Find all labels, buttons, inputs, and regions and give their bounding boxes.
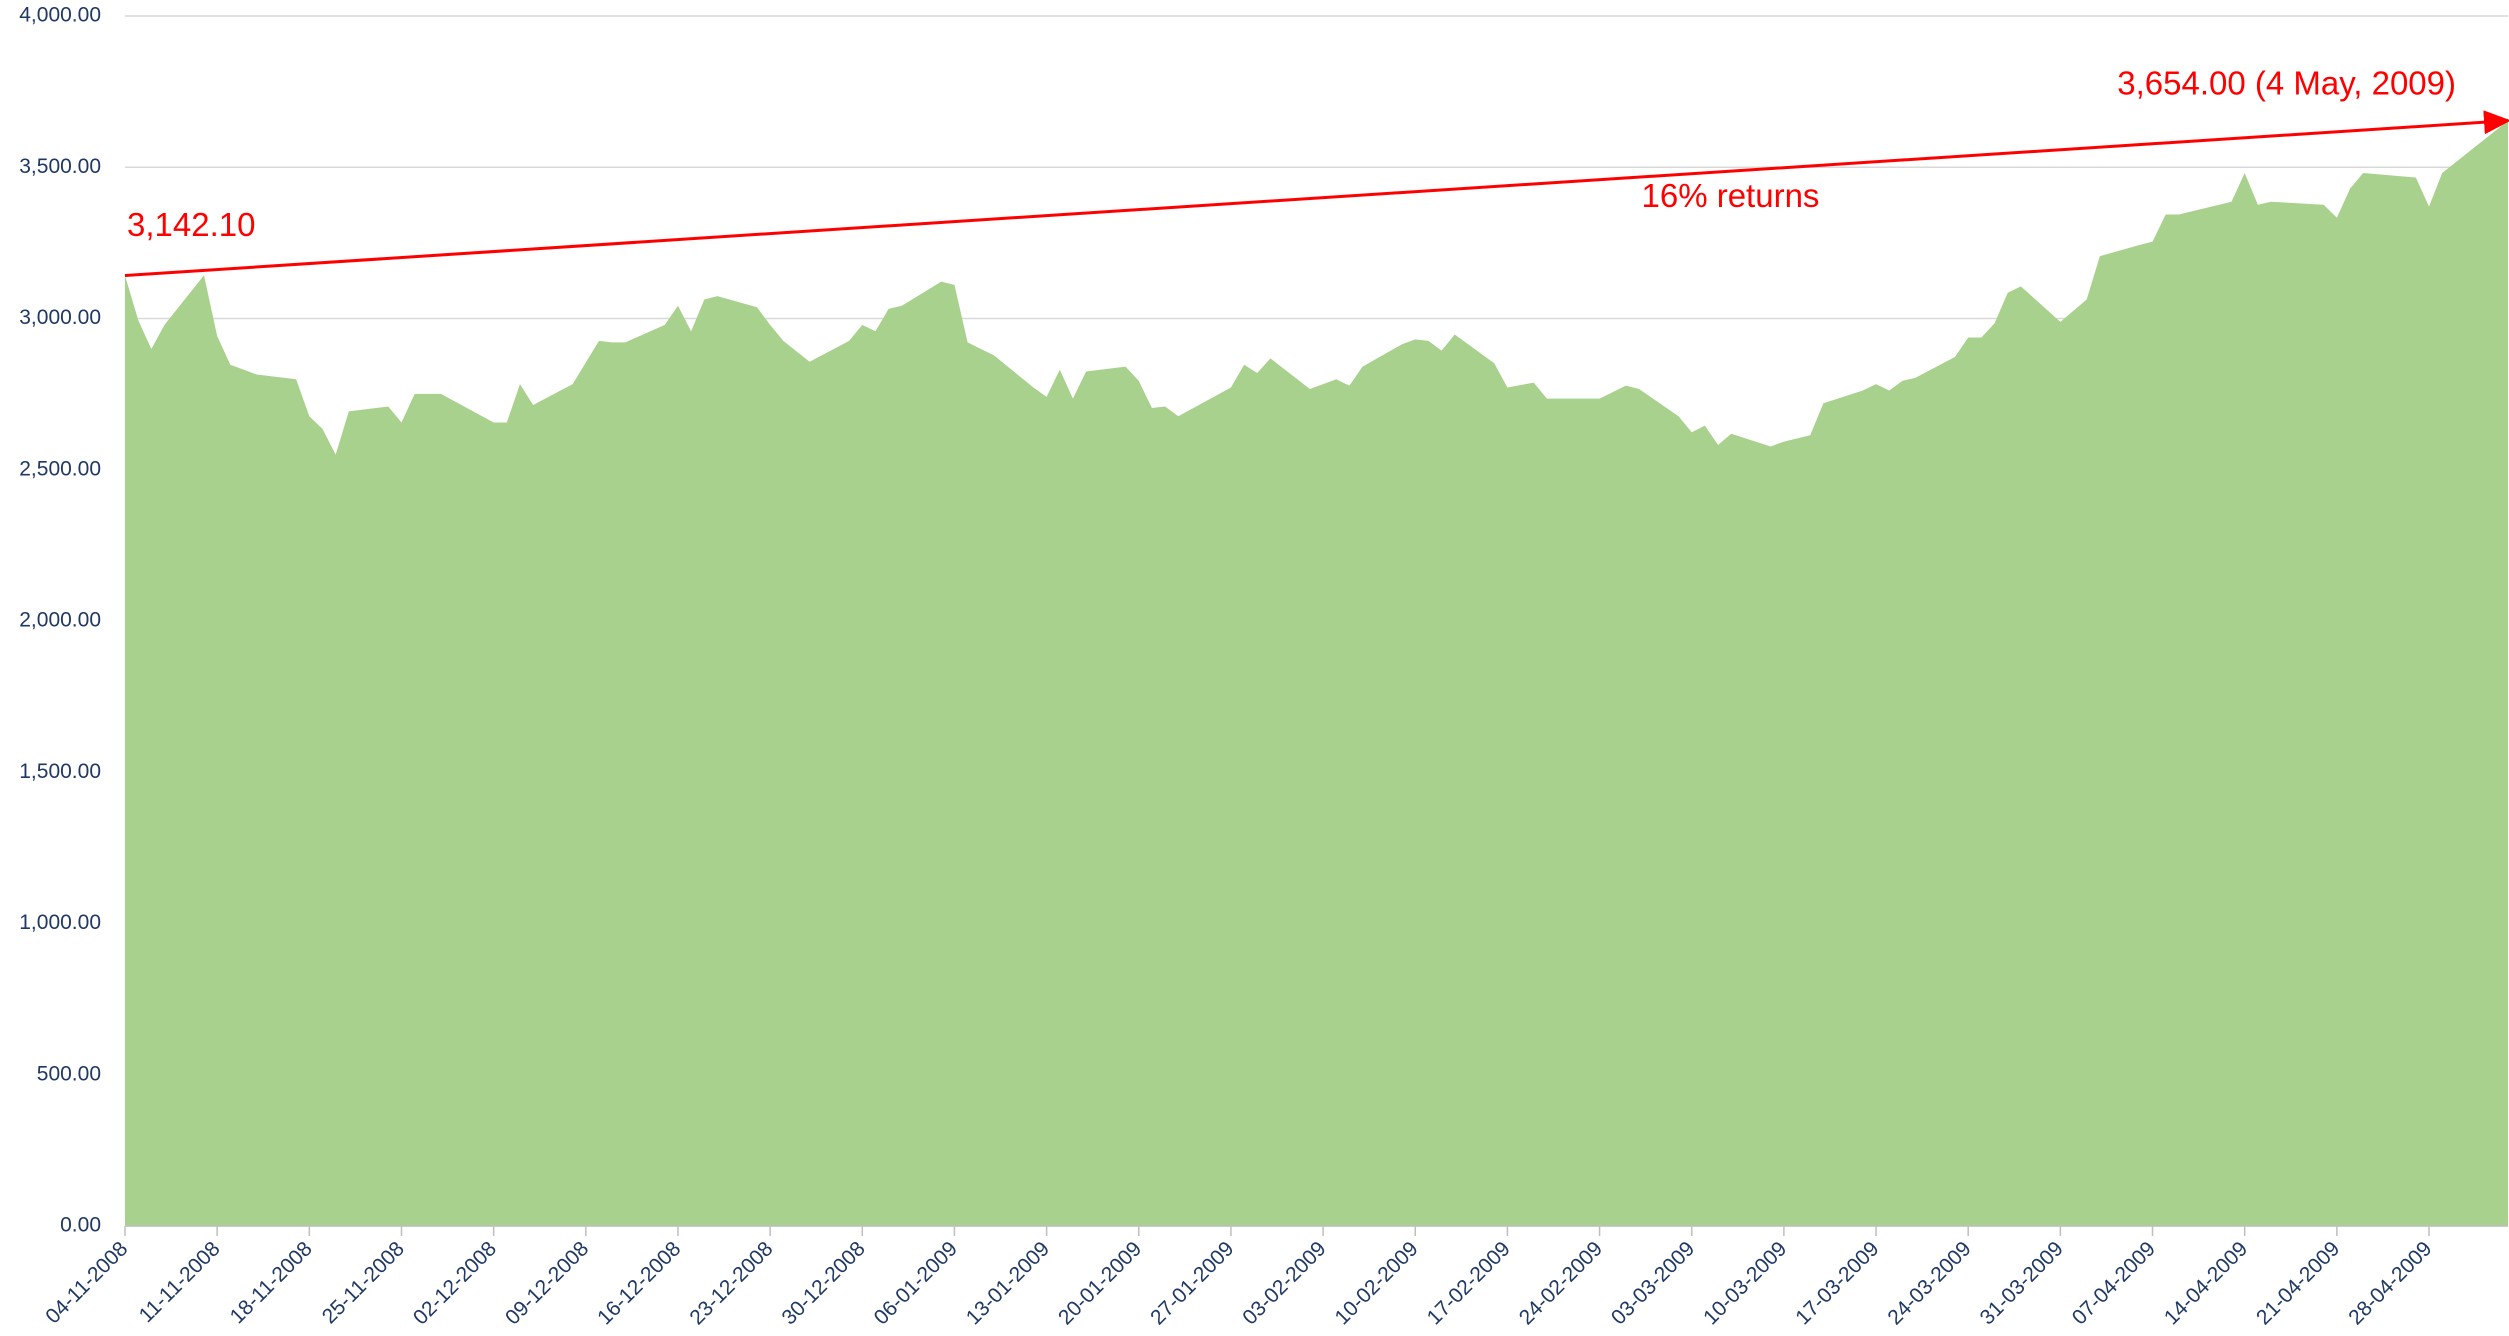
start-annotation: 3,142.10 [127,206,255,243]
y-tick-label: 0.00 [60,1214,101,1237]
trend-arrow [124,110,2509,278]
x-tick-label: 23-12-2008 [685,1237,777,1329]
x-tick-label: 03-02-2009 [1238,1237,1330,1329]
y-tick-label: 2,500.00 [19,457,101,480]
y-tick-label: 4,000.00 [19,4,101,27]
x-tick-label: 31-03-2009 [1976,1237,2068,1329]
x-tick-label: 03-03-2009 [1607,1237,1699,1329]
x-tick-label: 04-11-2008 [41,1237,132,1328]
x-tick-label: 09-12-2008 [501,1237,593,1329]
y-tick-label: 3,000.00 [19,306,101,329]
x-tick-label: 10-02-2009 [1330,1237,1422,1329]
x-tick-label: 18-11-2008 [226,1237,317,1328]
y-tick-label: 1,000.00 [19,911,101,934]
y-tick-label: 2,000.00 [19,609,101,632]
x-tick-label: 02-12-2008 [409,1237,501,1329]
end-annotation: 3,654.00 (4 May, 2009) [2117,64,2456,101]
x-tick-label: 07-04-2009 [2068,1237,2160,1329]
x-tick-label: 10-03-2009 [1699,1237,1791,1329]
y-tick-label: 500.00 [37,1062,101,1085]
x-tick-label: 06-01-2009 [870,1237,962,1329]
x-tick-label: 14-04-2009 [2160,1237,2252,1329]
x-tick-label: 20-01-2009 [1054,1237,1146,1329]
returns-annotation: 16% returns [1642,177,1820,214]
x-tick-label: 16-12-2008 [593,1237,685,1329]
x-tick-label: 30-12-2008 [778,1237,870,1329]
x-tick-label: 25-11-2008 [318,1237,409,1328]
x-tick-label: 21-04-2009 [2252,1237,2344,1329]
area [125,120,2508,1226]
x-tick-label: 28-04-2009 [2344,1237,2436,1329]
x-tick-label: 17-02-2009 [1423,1237,1515,1329]
x-tick-label: 11-11-2008 [135,1237,225,1327]
y-tick-label: 1,500.00 [19,760,101,783]
x-tick-label: 24-03-2009 [1883,1237,1975,1329]
y-tick-label: 3,500.00 [19,155,101,178]
x-tick-label: 24-02-2009 [1515,1237,1607,1329]
x-tick-label: 27-01-2009 [1146,1237,1238,1329]
x-tick-label: 17-03-2009 [1791,1237,1883,1329]
x-tick-label: 13-01-2009 [962,1237,1054,1329]
